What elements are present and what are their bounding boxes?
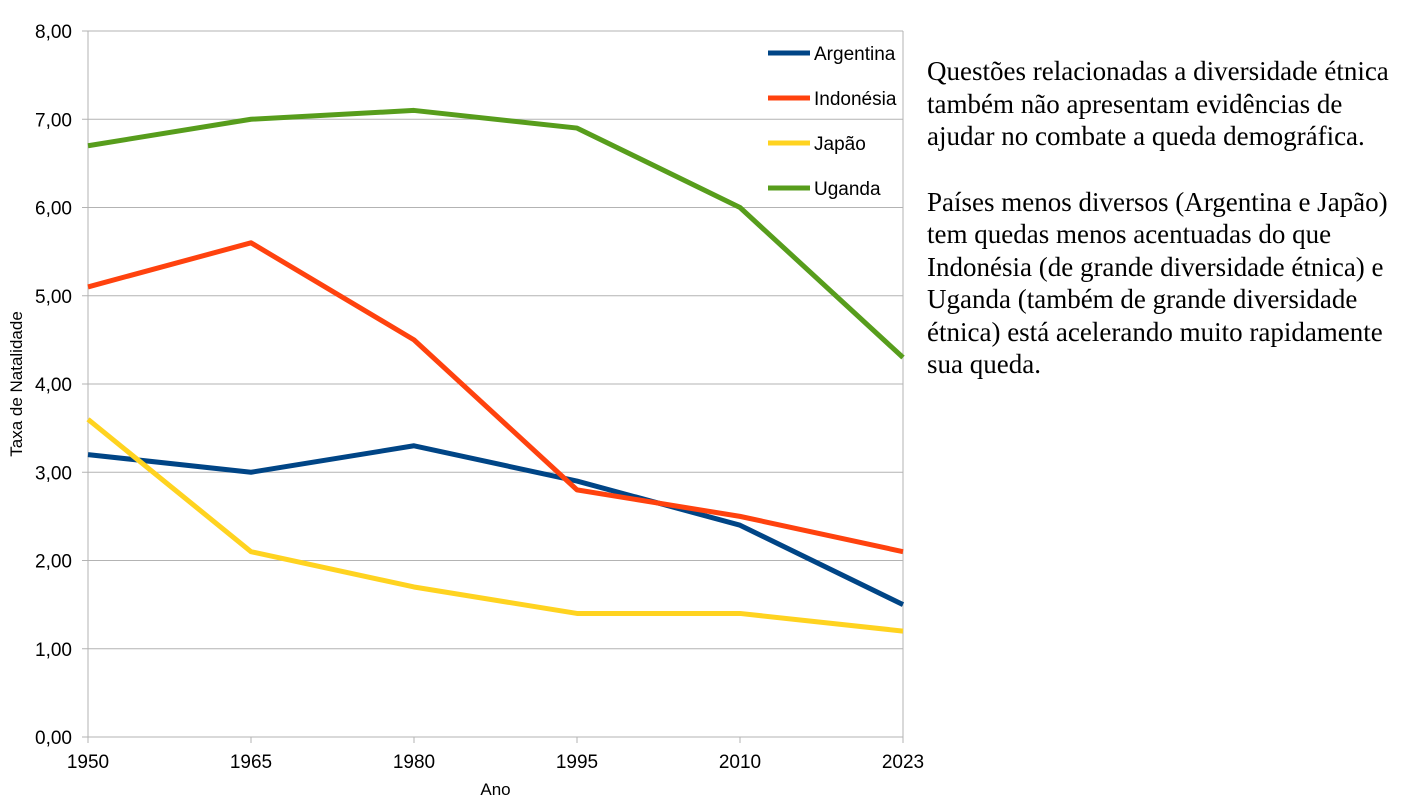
y-tick-label: 8,00 — [35, 22, 72, 43]
legend: Argentina Indonésia Japão Uganda — [768, 44, 897, 200]
y-tick-label: 2,00 — [35, 552, 72, 573]
x-tick-label: 1980 — [393, 752, 435, 773]
gridlines — [88, 30, 903, 738]
y-tick-label: 3,00 — [35, 463, 72, 484]
series-line-argentina — [87, 443, 905, 607]
legend-label: Japão — [814, 134, 866, 155]
commentary-text: Questões relacionadas a diversidade étni… — [927, 55, 1397, 414]
y-tick-label: 4,00 — [35, 375, 72, 396]
x-tick-label: 1950 — [67, 752, 109, 773]
y-axis-title: Taxa de Natalidade — [7, 311, 26, 457]
y-tick-label: 6,00 — [35, 199, 72, 220]
x-tick-label: 2023 — [882, 752, 924, 773]
axes: 0,00 1,00 2,00 3,00 4,00 5,00 6,00 7,00 8,00 1950… — [35, 22, 924, 773]
x-axis-title: Ano — [480, 780, 510, 799]
x-tick-label: 2010 — [719, 752, 761, 773]
series-lines — [86, 107, 905, 634]
commentary-paragraph-1: Questões relacionadas a diversidade étni… — [927, 56, 1389, 151]
x-tick-label: 1995 — [556, 752, 598, 773]
y-tick-label: 5,00 — [35, 287, 72, 308]
x-tick-label: 1965 — [230, 752, 272, 773]
y-tick-label: 1,00 — [35, 640, 72, 661]
series-line-uganda — [87, 107, 905, 360]
y-tick-label: 0,00 — [35, 728, 72, 749]
series-line-japão — [86, 417, 904, 634]
legend-label: Uganda — [814, 179, 881, 200]
legend-label: Indonésia — [814, 89, 897, 110]
y-tick-label: 7,00 — [35, 110, 72, 131]
commentary-paragraph-2: Países menos diversos (Argentina e Japão… — [927, 186, 1388, 380]
series-line-indonésia — [87, 240, 904, 555]
legend-label: Argentina — [814, 44, 896, 65]
